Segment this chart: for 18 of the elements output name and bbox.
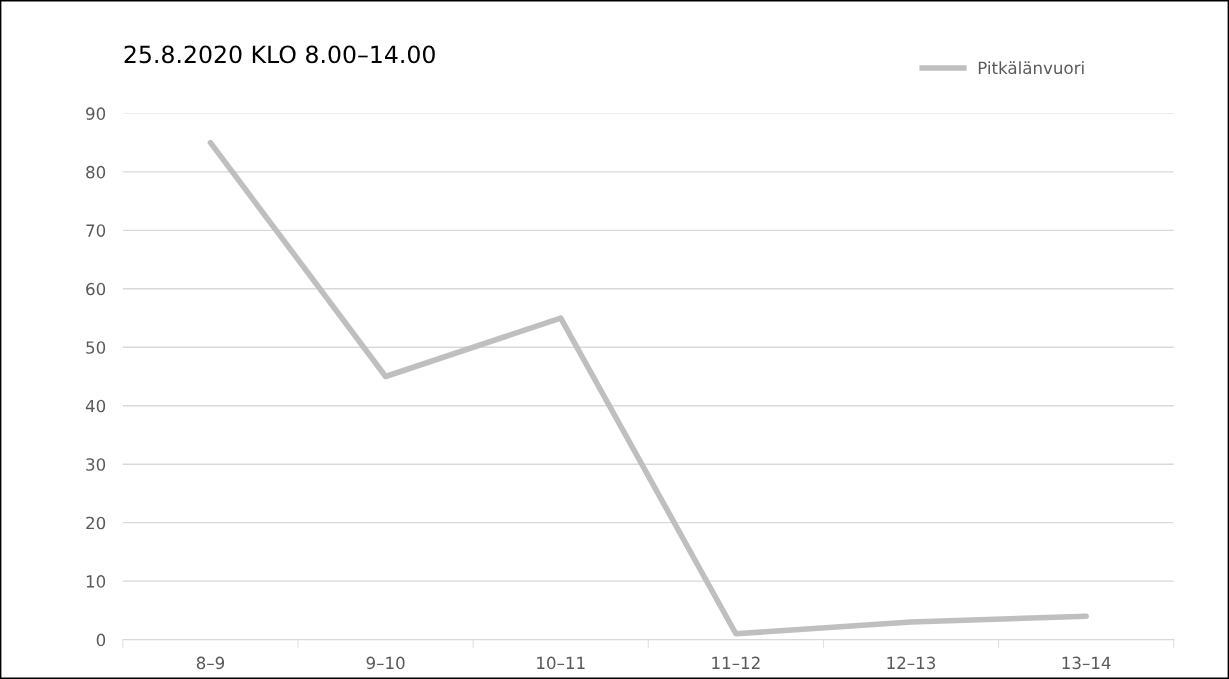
legend-label: Pitkälänvuori xyxy=(978,61,1084,75)
y-tick-label: 30 xyxy=(86,458,106,471)
x-tick-label: 13–14 xyxy=(1062,656,1111,670)
x-tick-label: 12–13 xyxy=(887,656,936,670)
x-tick-label: 10–11 xyxy=(537,656,585,670)
x-tick-label: 11–12 xyxy=(712,656,760,669)
y-tick-label: 20 xyxy=(86,516,106,530)
y-tick-label: 0 xyxy=(96,633,106,647)
chart-title: 25.8.2020 KLO 8.00–14.00 xyxy=(124,45,435,64)
y-tick-label: 40 xyxy=(85,399,106,413)
y-tick-label: 50 xyxy=(86,341,106,354)
y-tick-label: 10 xyxy=(86,575,106,588)
y-tick-label: 70 xyxy=(86,224,106,237)
x-tick-label: 9–10 xyxy=(366,656,405,670)
y-tick-label: 90 xyxy=(86,107,106,120)
y-tick-label: 80 xyxy=(86,165,106,179)
x-tick-label: 8–9 xyxy=(196,656,225,670)
y-tick-label: 60 xyxy=(86,282,106,296)
